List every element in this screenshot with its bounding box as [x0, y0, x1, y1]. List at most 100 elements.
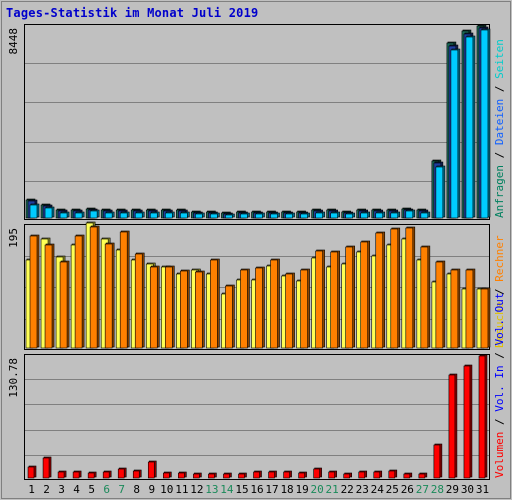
bar-volume-volumen-day-27: [418, 473, 426, 479]
bar-requests-seiten-day-14: [225, 214, 233, 219]
bar-visits-rechner-day-4: [74, 235, 83, 349]
bar-requests-seiten-day-6: [104, 212, 113, 219]
bar-volume-volumen-day-4: [72, 471, 80, 479]
x-tick-label-day-29: 29: [446, 483, 459, 496]
bar-volume-volumen-day-11: [178, 472, 185, 479]
y-max-label-visits: 195: [7, 228, 20, 248]
legend-entry-vol-in: Vol. In: [493, 365, 506, 411]
bar-volume-volumen-day-30: [463, 365, 471, 479]
bar-visits-rechner-day-26: [405, 227, 414, 349]
legend-separator: /: [493, 145, 506, 165]
bar-requests-seiten-day-11: [180, 212, 188, 219]
x-tick-label-day-2: 2: [43, 483, 50, 496]
bar-volume-volumen-day-29: [448, 374, 456, 479]
bar-requests-seiten-day-13: [210, 213, 218, 219]
x-tick-label-day-12: 12: [190, 483, 203, 496]
bar-requests-seiten-day-18: [285, 213, 293, 219]
bar-volume-volumen-day-24: [373, 471, 381, 479]
bar-requests-seiten-day-16: [255, 213, 263, 219]
bar-visits-rechner-day-11: [180, 270, 188, 349]
bar-requests-seiten-day-27: [420, 212, 429, 219]
x-tick-label-day-16: 16: [250, 483, 263, 496]
bar-requests-seiten-day-17: [270, 213, 278, 219]
x-tick-label-day-1: 1: [28, 483, 35, 496]
chart-title: Tages-Statistik im Monat Juli 2019: [6, 6, 259, 20]
bar-visits-rechner-day-10: [164, 266, 173, 349]
bar-volume-volumen-day-21: [328, 471, 335, 479]
legend-entry-besuche: Besuche: [493, 302, 506, 348]
bar-requests-seiten-day-23: [360, 212, 369, 219]
x-tick-label-day-13: 13: [205, 483, 218, 496]
bar-visits-rechner-day-19: [300, 269, 308, 349]
bar-volume-volumen-day-3: [57, 471, 65, 479]
bar-visits-rechner-day-21: [330, 251, 338, 349]
bar-requests-seiten-day-8: [134, 212, 143, 219]
bar-volume-volumen-day-17: [268, 471, 275, 479]
x-tick-label-day-21: 21: [326, 483, 339, 496]
bar-volume-volumen-day-2: [42, 457, 50, 479]
bar-visits-rechner-day-30: [465, 269, 474, 349]
bar-visits-rechner-day-1: [29, 235, 38, 349]
bar-volume-volumen-day-12: [193, 473, 200, 479]
bar-visits-rechner-day-2: [44, 244, 53, 349]
x-tick-label-day-6: 6: [103, 483, 110, 496]
bar-volume-volumen-day-5: [87, 472, 95, 479]
x-tick-label-day-18: 18: [280, 483, 293, 496]
x-tick-label-day-17: 17: [265, 483, 278, 496]
legend-entry-rechner: Rechner: [493, 235, 506, 282]
bar-volume-volumen-day-23: [358, 471, 366, 479]
legend-volume: Volumen / Vol. In / Vol. Out: [493, 293, 506, 478]
x-tick-label-day-7: 7: [118, 483, 125, 496]
bar-requests-seiten-day-7: [119, 212, 128, 219]
bar-requests-seiten-day-12: [195, 213, 203, 219]
panel-frame-volume: [24, 354, 490, 480]
bar-visits-rechner-day-31: [480, 288, 489, 349]
bar-requests-seiten-day-20: [315, 212, 323, 219]
x-tick-label-day-25: 25: [386, 483, 399, 496]
x-tick-label-day-8: 8: [133, 483, 140, 496]
bar-requests-seiten-day-10: [164, 212, 173, 219]
bar-volume-volumen-day-6: [102, 471, 110, 479]
legend-visits: Besuche / Rechner: [493, 235, 506, 348]
x-tick-label-day-9: 9: [148, 483, 155, 496]
bar-volume-volumen-day-28: [433, 444, 441, 479]
legend-entry-seiten: Seiten: [493, 39, 506, 79]
bar-volume-volumen-day-20: [313, 468, 320, 479]
legend-entry-anfragen: Anfragen: [493, 165, 506, 218]
bar-volume-volumen-day-18: [283, 471, 290, 479]
bar-volume-volumen-day-8: [132, 470, 140, 479]
legend-entry-dateien: Dateien: [493, 99, 506, 145]
bar-visits-rechner-day-16: [255, 267, 263, 349]
bar-visits-rechner-day-8: [134, 253, 143, 349]
legend-separator: /: [493, 282, 506, 302]
bar-visits-rechner-day-7: [119, 231, 128, 349]
x-tick-label-day-30: 30: [461, 483, 474, 496]
legend-entry-vol-out: Vol. Out: [493, 293, 506, 346]
bar-volume-volumen-day-19: [298, 472, 305, 479]
x-tick-label-day-4: 4: [73, 483, 80, 496]
bar-requests-seiten-day-29: [450, 49, 459, 219]
panel-frame-requests: [24, 24, 490, 220]
bar-visits-rechner-day-3: [59, 261, 68, 349]
bar-requests-seiten-day-9: [149, 212, 158, 219]
x-tick-label-day-24: 24: [371, 483, 385, 496]
bar-requests-seiten-day-25: [390, 212, 399, 219]
bar-requests-seiten-day-22: [345, 213, 353, 219]
bar-volume-volumen-day-7: [117, 468, 125, 479]
legend-separator: /: [493, 346, 506, 366]
bar-visits-rechner-day-12: [195, 271, 203, 349]
bar-volume-volumen-day-25: [388, 470, 396, 479]
bar-volume-volumen-day-15: [238, 473, 245, 479]
bar-visits-rechner-day-20: [315, 250, 323, 349]
bar-requests-seiten-day-1: [29, 204, 38, 219]
legend-separator: /: [493, 79, 506, 99]
x-tick-label-day-23: 23: [356, 483, 369, 496]
bar-requests-seiten-day-5: [89, 210, 98, 219]
bar-requests-seiten-day-2: [44, 207, 53, 219]
bar-requests-seiten-day-21: [330, 212, 338, 219]
panel-frame-visits: [24, 224, 490, 350]
x-tick-label-day-5: 5: [88, 483, 95, 496]
bar-volume-volumen-day-16: [253, 471, 260, 479]
